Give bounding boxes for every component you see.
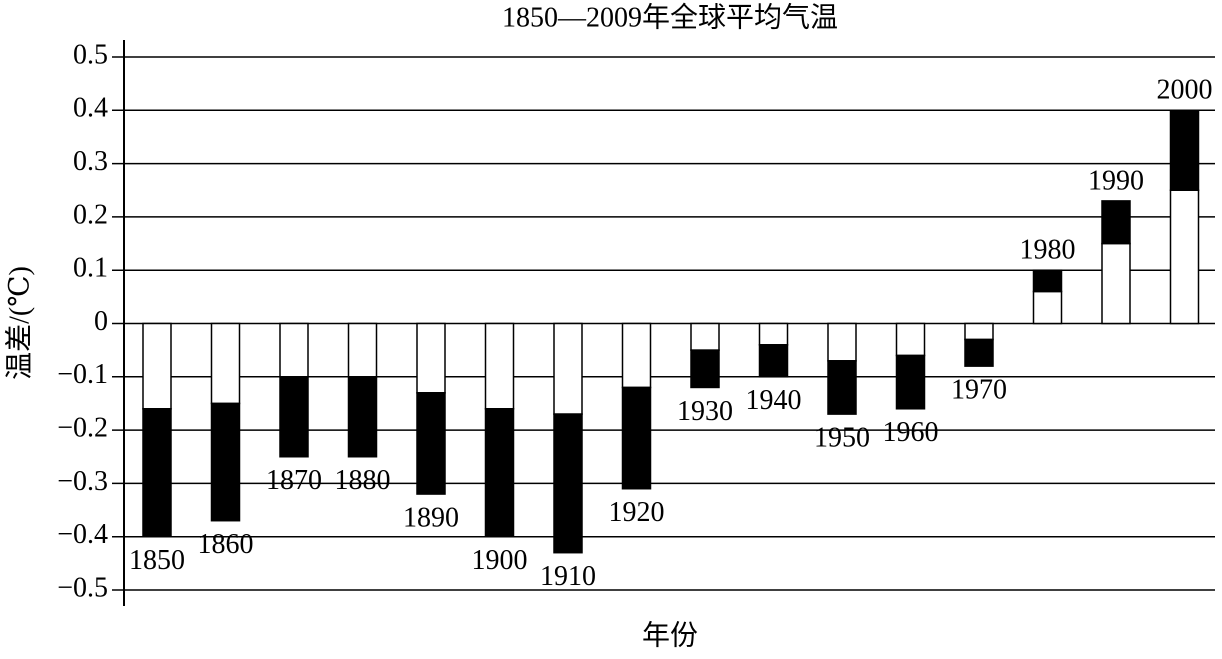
x-tick-label: 1930	[677, 396, 733, 427]
y-tick-label: 0.1	[73, 253, 108, 284]
bar	[279, 376, 309, 458]
y-tick-label: 0	[94, 306, 108, 337]
bar	[142, 408, 172, 538]
bar	[758, 344, 789, 378]
y-tick-label: 0.3	[73, 146, 108, 177]
y-tick-label: 0.4	[73, 93, 108, 124]
y-tick-label: −0.5	[57, 572, 108, 603]
bar	[347, 376, 378, 458]
y-tick-label: −0.3	[57, 466, 108, 497]
bar-inner	[621, 322, 652, 389]
chart-title: 1850—2009年全球平均气温	[502, 1, 838, 33]
bar	[690, 349, 720, 389]
bar	[210, 402, 241, 522]
x-tick-label: 1880	[335, 465, 391, 496]
x-tick-label: 1850	[129, 545, 185, 576]
bar	[484, 408, 515, 538]
y-tick-label: −0.2	[57, 413, 108, 444]
x-tick-label: 1940	[746, 385, 802, 416]
bar-inner	[347, 322, 378, 378]
x-tick-label: 1890	[403, 502, 459, 533]
bar	[895, 354, 926, 410]
bar-inner	[964, 322, 994, 341]
x-tick-label: 1870	[266, 465, 322, 496]
bar-inner	[690, 322, 720, 351]
x-tick-label: 1950	[814, 423, 870, 454]
y-tick-label: −0.1	[57, 359, 108, 390]
bar	[1101, 200, 1131, 245]
bar-inner	[827, 322, 857, 362]
x-axis-label: 年份	[642, 619, 698, 651]
bar	[964, 338, 994, 367]
x-tick-label: 2000	[1157, 75, 1213, 106]
x-tick-label: 1860	[198, 529, 254, 560]
x-tick-label: 1970	[951, 375, 1007, 406]
x-tick-label: 1960	[883, 417, 939, 448]
bar-inner	[1169, 189, 1200, 325]
bar-inner	[895, 322, 926, 357]
y-tick-label: −0.4	[57, 519, 108, 550]
bar-inner	[142, 322, 172, 410]
bar	[1169, 109, 1200, 191]
y-axis-label: 温差/(℃)	[3, 266, 35, 380]
bar	[621, 386, 652, 490]
x-tick-label: 1980	[1020, 235, 1076, 266]
bar-inner	[758, 322, 789, 346]
y-tick-label: 0.5	[73, 39, 108, 70]
y-tick-label: 0.2	[73, 199, 108, 230]
bar-inner	[553, 322, 583, 415]
bar	[827, 360, 857, 415]
bar-inner	[279, 322, 309, 378]
x-tick-label: 1920	[609, 497, 665, 528]
x-tick-label: 1900	[472, 545, 528, 576]
bar-inner	[416, 322, 446, 394]
bar	[416, 392, 446, 495]
bar-inner	[1032, 290, 1063, 325]
bar	[553, 413, 583, 554]
bar-inner	[210, 322, 241, 405]
bar	[1032, 269, 1063, 293]
x-tick-label: 1990	[1088, 165, 1144, 196]
x-tick-label: 1910	[540, 561, 596, 592]
bar-inner	[1101, 242, 1131, 325]
bar-inner	[484, 322, 515, 410]
